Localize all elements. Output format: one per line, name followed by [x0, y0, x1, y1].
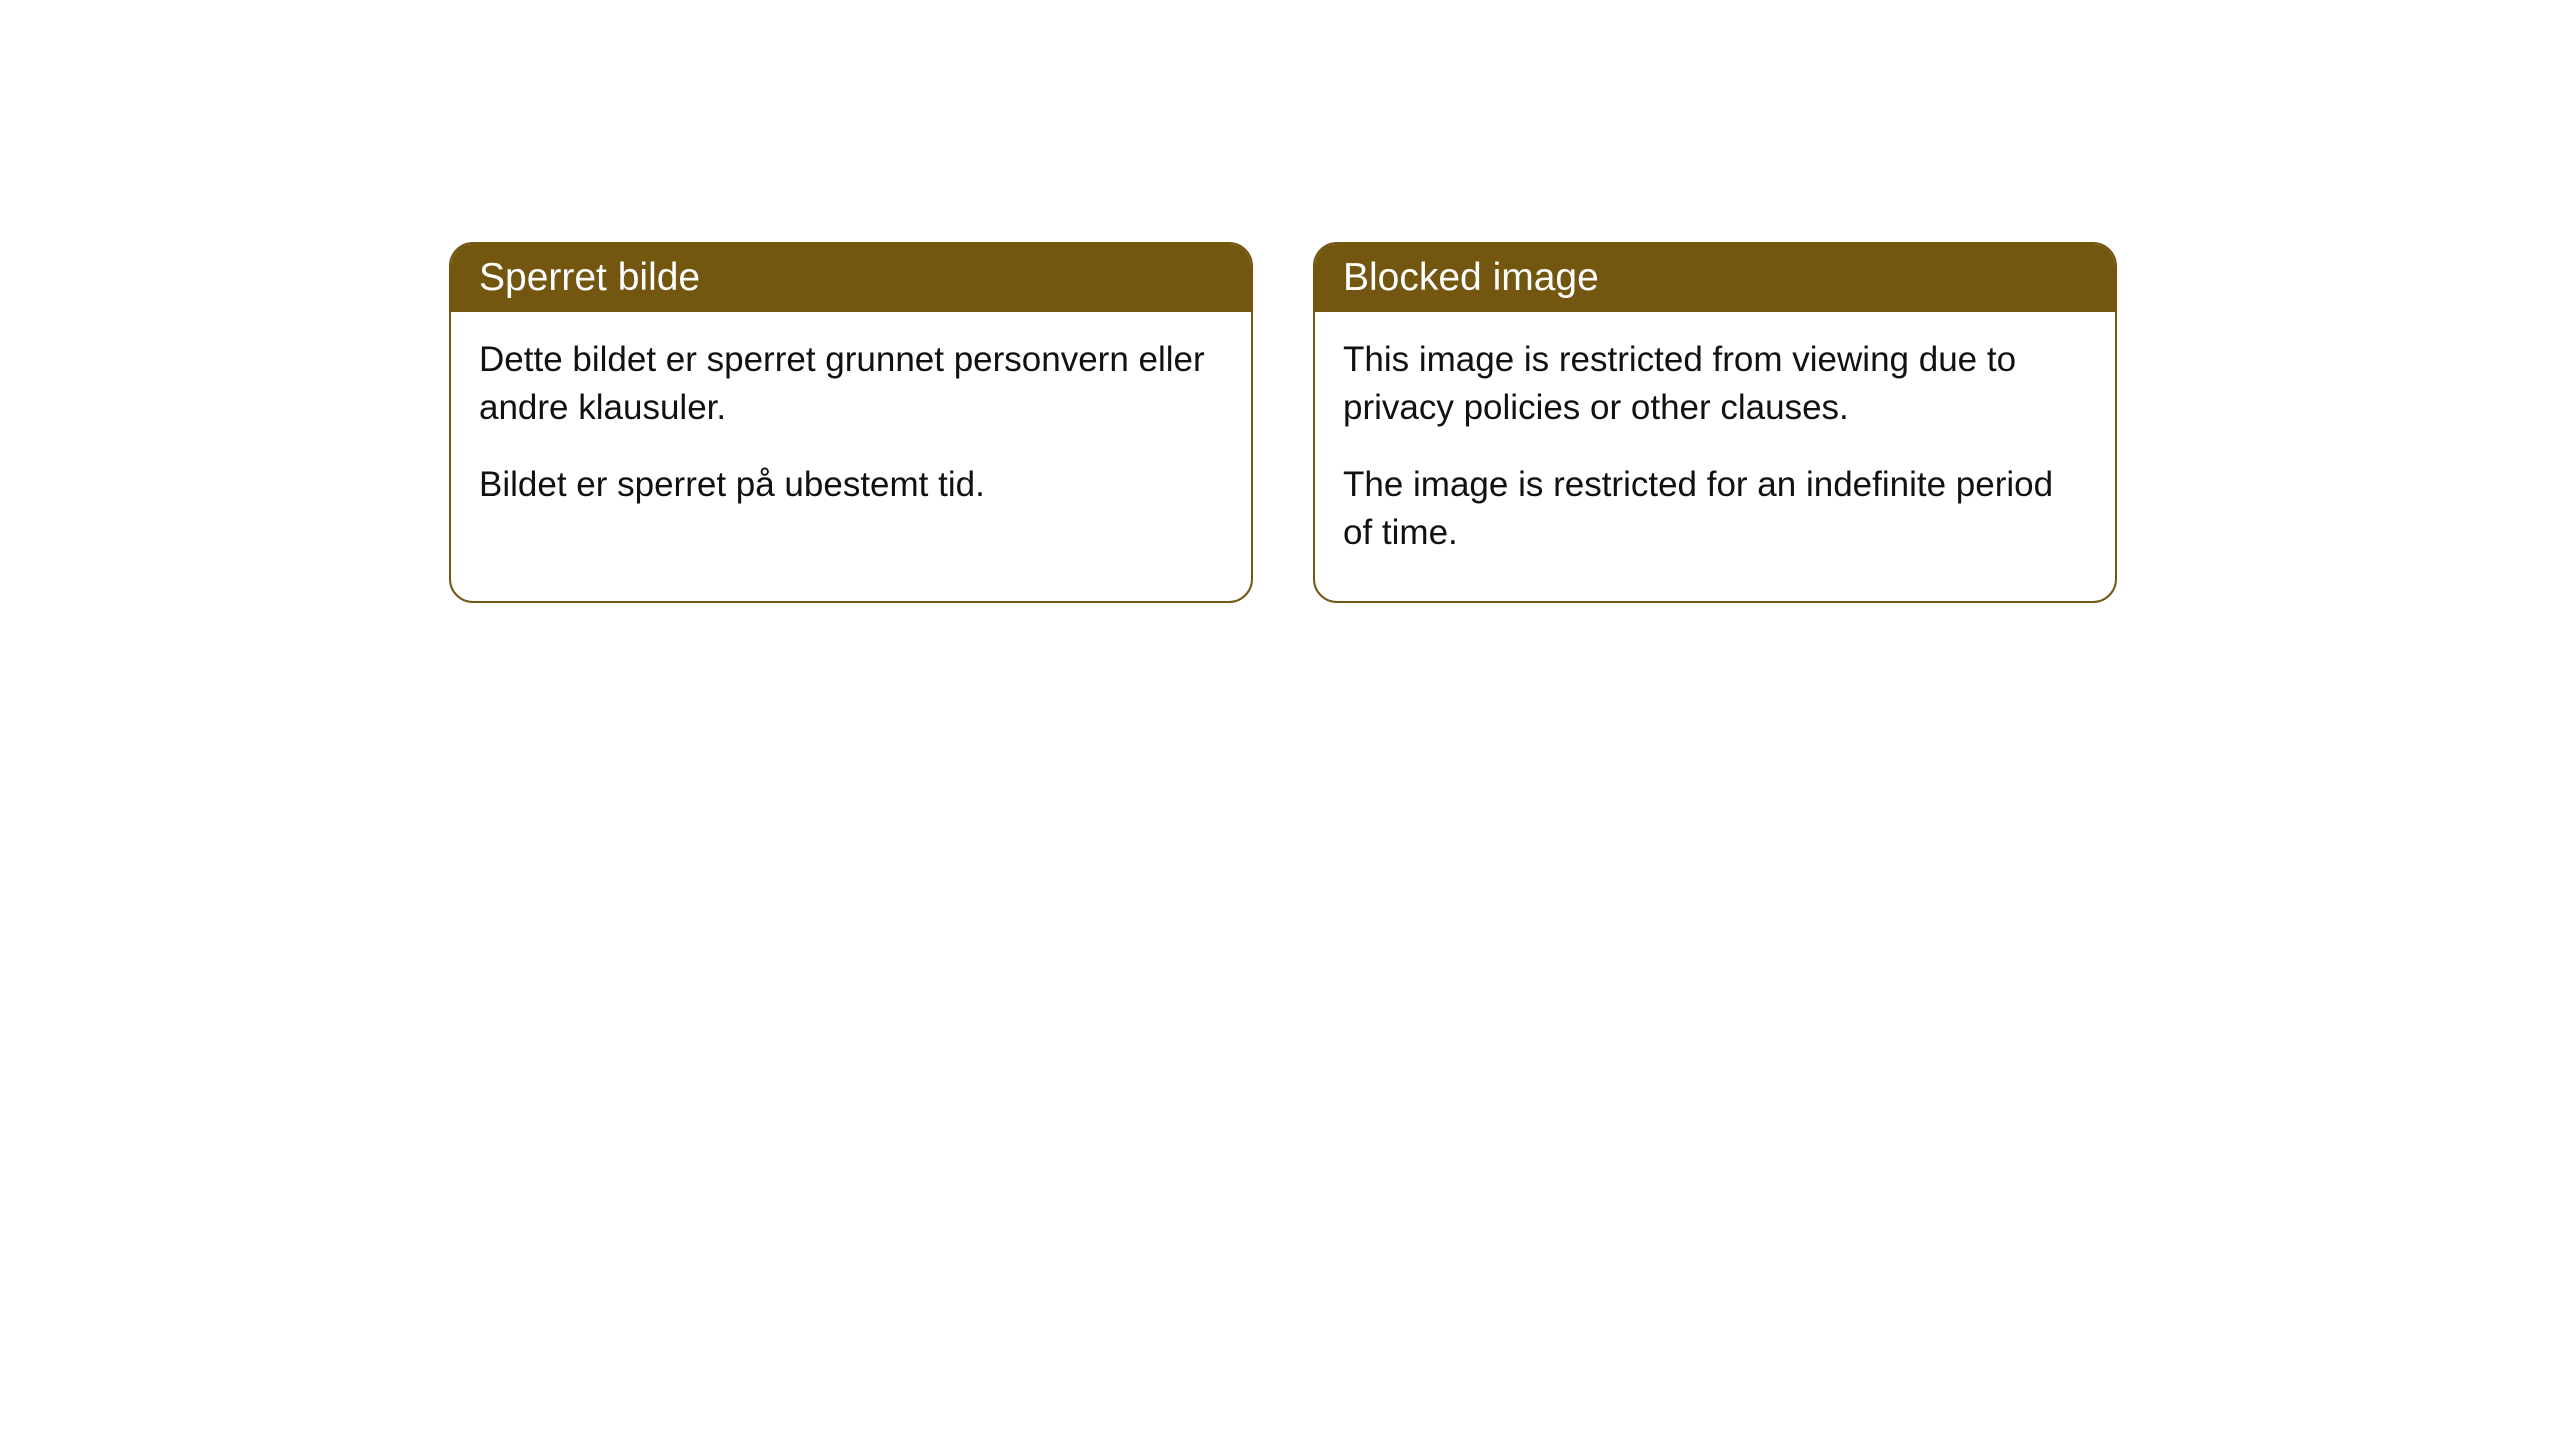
- notice-cards-container: Sperret bilde Dette bildet er sperret gr…: [449, 242, 2560, 603]
- card-body: Dette bildet er sperret grunnet personve…: [451, 312, 1251, 553]
- card-paragraph: Dette bildet er sperret grunnet personve…: [479, 336, 1223, 433]
- notice-card-english: Blocked image This image is restricted f…: [1313, 242, 2117, 603]
- card-header: Sperret bilde: [451, 244, 1251, 312]
- card-paragraph: The image is restricted for an indefinit…: [1343, 461, 2087, 558]
- card-header: Blocked image: [1315, 244, 2115, 312]
- card-paragraph: Bildet er sperret på ubestemt tid.: [479, 461, 1223, 509]
- card-paragraph: This image is restricted from viewing du…: [1343, 336, 2087, 433]
- card-title: Blocked image: [1343, 256, 1599, 299]
- card-body: This image is restricted from viewing du…: [1315, 312, 2115, 601]
- notice-card-norwegian: Sperret bilde Dette bildet er sperret gr…: [449, 242, 1253, 603]
- card-title: Sperret bilde: [479, 256, 700, 299]
